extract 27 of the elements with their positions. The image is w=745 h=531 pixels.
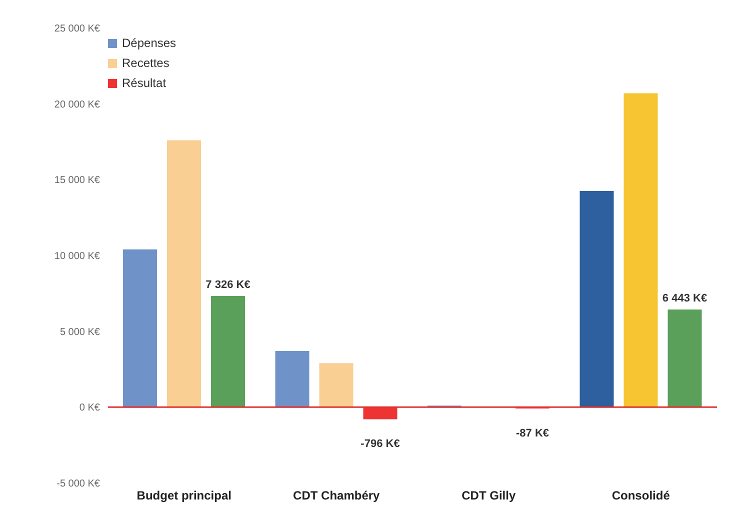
y-tick-label: 20 000 K€: [54, 99, 100, 110]
y-tick-label: 0 K€: [79, 402, 100, 414]
data-label: -796 K€: [360, 438, 400, 450]
legend-label: Dépenses: [122, 36, 176, 50]
bar: [211, 296, 245, 408]
bar: [624, 93, 658, 408]
bar: [275, 351, 310, 408]
y-tick-label: 10 000 K€: [54, 251, 100, 262]
bar: [167, 140, 201, 408]
bar: [319, 363, 354, 408]
y-tick-label: 15 000 K€: [54, 175, 100, 186]
data-label: 7 326 K€: [206, 279, 250, 292]
y-tick-label: -5 000 K€: [56, 478, 100, 490]
x-tick-label: CDT Gilly: [462, 488, 516, 503]
data-label: 6 443 K€: [662, 292, 708, 304]
bar: [363, 407, 398, 420]
x-tick-label: CDT Chambéry: [293, 488, 380, 503]
bar: [668, 309, 702, 408]
y-tick-label: 25 000 K€: [54, 24, 100, 35]
legend-label: Recettes: [122, 56, 170, 70]
y-tick-label: 5 000 K€: [60, 326, 100, 338]
bar: [123, 249, 157, 408]
legend-label: Résultat: [122, 76, 166, 90]
data-label: -87 K€: [516, 427, 550, 440]
x-tick-label: Consolidé: [612, 488, 670, 503]
bar: [580, 191, 614, 408]
x-tick-label: Budget principal: [136, 488, 232, 503]
